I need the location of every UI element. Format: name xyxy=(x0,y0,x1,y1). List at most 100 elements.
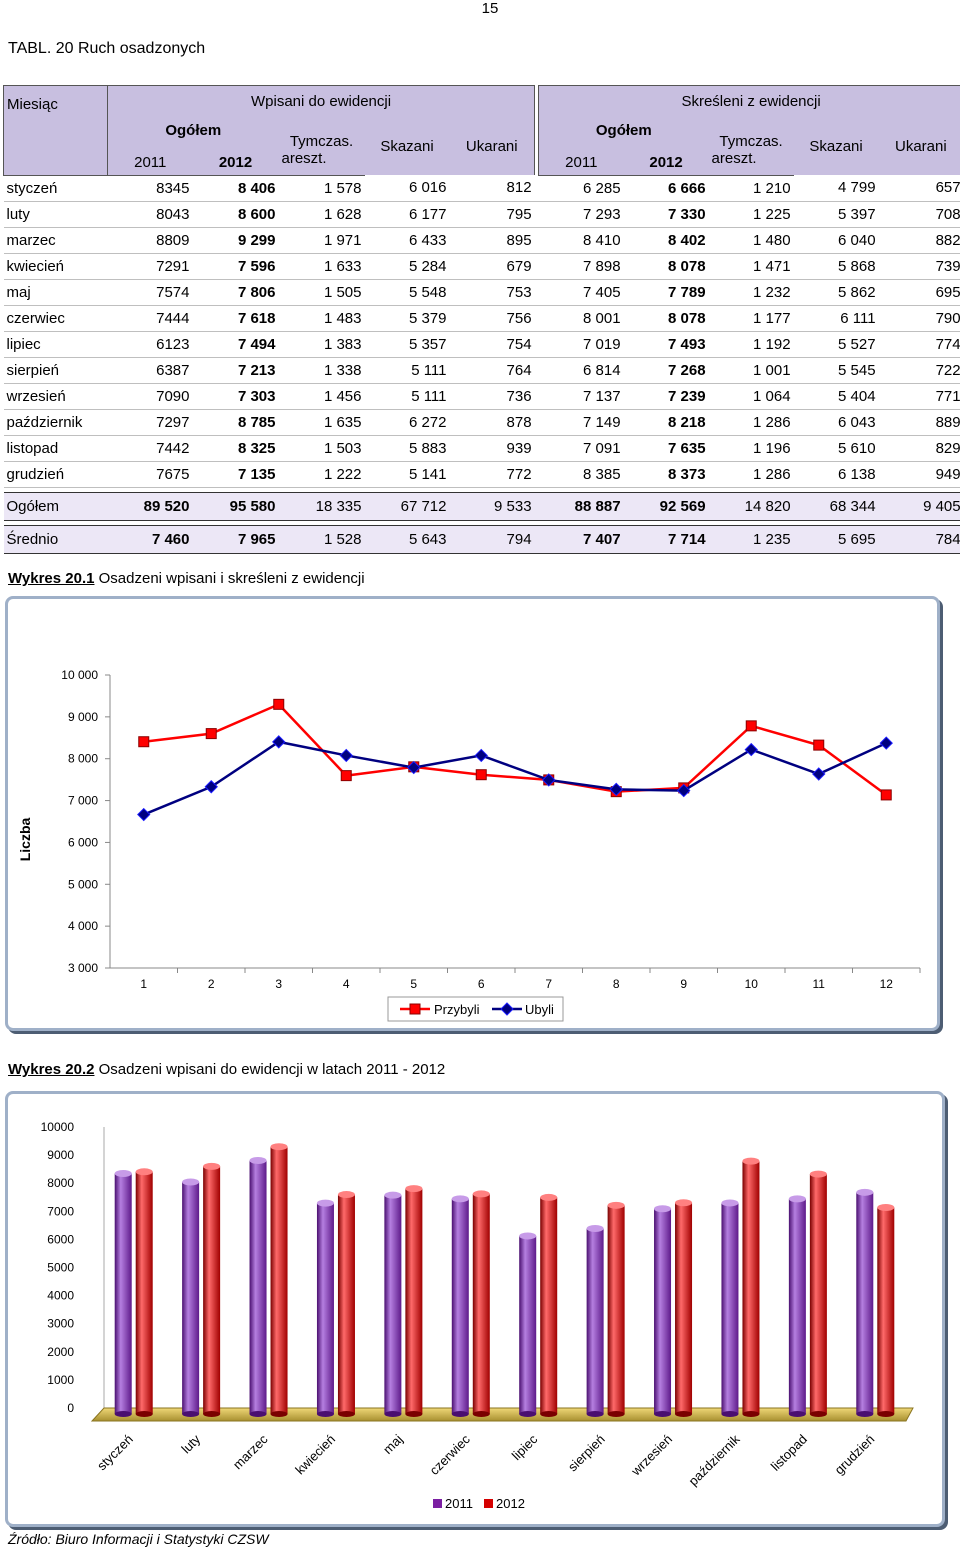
bar-base xyxy=(384,1411,402,1417)
row-cell: 8345 xyxy=(107,175,193,202)
bar-top xyxy=(721,1199,739,1207)
row-cell: 1 383 xyxy=(278,331,365,358)
table-row: grudzień 7675 7 135 1 222 5 141 772 8 385 8 373… xyxy=(3,461,960,488)
bar-chart: 0 1000 2000 3000 4000 5000 6000 7000 8000 9000 100… xyxy=(41,1120,914,1511)
header-in-year-2011: 2011 xyxy=(107,149,193,176)
table-row: czerwiec 7444 7 618 1 483 5 379 756 8 001 8 078… xyxy=(3,305,960,332)
bar-2011 xyxy=(519,1232,537,1417)
row-month: wrzesień xyxy=(3,383,108,410)
row-cell: 753 xyxy=(449,279,535,306)
row-cell: 1 286 xyxy=(708,409,794,436)
row-cell: 14 820 xyxy=(708,491,794,521)
row-cell: 1 177 xyxy=(708,305,794,332)
bar-2011 xyxy=(249,1156,267,1417)
column-gap xyxy=(534,175,539,202)
data-point xyxy=(744,742,758,757)
legend-label-ubyli: Ubyli xyxy=(525,1002,554,1017)
row-month: czerwiec xyxy=(3,305,108,332)
header-out-sentenced: Skazani xyxy=(793,117,879,175)
y-tick-label: 4000 xyxy=(47,1289,74,1303)
data-point xyxy=(812,767,826,781)
data-point xyxy=(677,783,691,798)
y-tick-label: 3 000 xyxy=(68,961,98,975)
row-cell: 739 xyxy=(878,253,960,280)
row-month: sierpień xyxy=(3,357,108,384)
row-cell: 8 402 xyxy=(623,227,709,254)
row-cell: 5 141 xyxy=(364,461,450,488)
x-tick-label: 3 xyxy=(275,977,282,991)
y-tick-label: 2000 xyxy=(47,1345,74,1359)
row-cell: 89 520 xyxy=(107,491,193,521)
row-cell: 889 xyxy=(878,409,960,436)
table-title: TABL. 20 Ruch osadzonych xyxy=(8,40,206,57)
data-point xyxy=(204,780,218,794)
row-cell: 5 111 xyxy=(364,357,450,384)
row-cell: 9 405 xyxy=(878,491,960,521)
x-tick-label: 10 xyxy=(745,977,759,991)
bar-body xyxy=(654,1208,672,1414)
x-tick-label: listopad xyxy=(768,1432,810,1474)
bar-2011 xyxy=(316,1199,334,1417)
row-cell: 7 268 xyxy=(623,357,709,384)
row-cell: 8 785 xyxy=(192,409,279,436)
bar-base xyxy=(182,1411,200,1417)
row-cell: 8 218 xyxy=(623,409,709,436)
bar-top xyxy=(877,1204,895,1212)
x-tick-label: 9 xyxy=(680,977,687,991)
row-cell: 67 712 xyxy=(364,491,450,521)
row-cell: 1 633 xyxy=(278,253,365,280)
row-cell: 5 111 xyxy=(364,383,450,410)
legend-label-2011: 2011 xyxy=(445,1496,473,1511)
bar-top xyxy=(182,1178,200,1186)
y-tick-label: 7 000 xyxy=(68,794,98,808)
bar-base xyxy=(607,1411,625,1417)
bar-body xyxy=(316,1203,334,1414)
row-cell: 7 137 xyxy=(538,383,624,410)
row-cell: 7444 xyxy=(107,305,193,332)
bar-base xyxy=(203,1411,221,1417)
row-cell: 5 643 xyxy=(364,524,450,554)
row-cell: 7 635 xyxy=(623,435,709,462)
bar-2011 xyxy=(451,1195,469,1417)
row-cell: 1 971 xyxy=(278,227,365,254)
column-gap xyxy=(534,491,539,521)
row-month: kwiecień xyxy=(3,253,108,280)
data-point xyxy=(745,720,757,732)
row-cell: 9 533 xyxy=(449,491,535,521)
row-cell: 7 596 xyxy=(192,253,279,280)
movement-table: Miesiąc Wpisani do ewidencji Skreśleni z… xyxy=(3,85,960,554)
row-cell: 8 410 xyxy=(538,227,624,254)
bar-2012 xyxy=(472,1190,490,1417)
row-cell: 1 503 xyxy=(278,435,365,462)
x-tick-label: 2 xyxy=(208,977,215,991)
row-cell: 7 618 xyxy=(192,305,279,332)
row-cell: 790 xyxy=(878,305,960,332)
header-out-year-2011: 2011 xyxy=(538,149,624,176)
bar-2012 xyxy=(135,1168,153,1417)
row-cell: 7 149 xyxy=(538,409,624,436)
row-cell: 8 001 xyxy=(538,305,624,332)
bar-top xyxy=(654,1205,672,1213)
bar-body xyxy=(384,1195,402,1414)
row-cell: 1 456 xyxy=(278,383,365,410)
x-tick-label: 8 xyxy=(613,977,620,991)
row-cell: 774 xyxy=(878,331,960,358)
bar-base xyxy=(316,1411,334,1417)
data-point xyxy=(205,728,217,740)
data-point xyxy=(339,748,353,763)
bar-top xyxy=(788,1195,806,1203)
row-cell: 5 610 xyxy=(793,435,879,462)
row-cell: 88 887 xyxy=(538,491,624,521)
data-point xyxy=(880,789,892,801)
row-cell: 7 965 xyxy=(192,524,279,554)
table.total_row: Ogółem 89 520 95 580 18 335 67 712 9 533 88 88… xyxy=(3,491,960,521)
x-tick-label: luty xyxy=(178,1431,203,1456)
row-cell: 5 548 xyxy=(364,279,450,306)
bar-2011 xyxy=(856,1188,874,1417)
header-month: Miesiąc xyxy=(3,85,108,176)
x-tick-label: 11 xyxy=(813,977,826,991)
row-cell: 1 196 xyxy=(708,435,794,462)
y-tick-label: 5 000 xyxy=(68,877,98,891)
bar-2011 xyxy=(654,1205,672,1417)
row-cell: 5 284 xyxy=(364,253,450,280)
